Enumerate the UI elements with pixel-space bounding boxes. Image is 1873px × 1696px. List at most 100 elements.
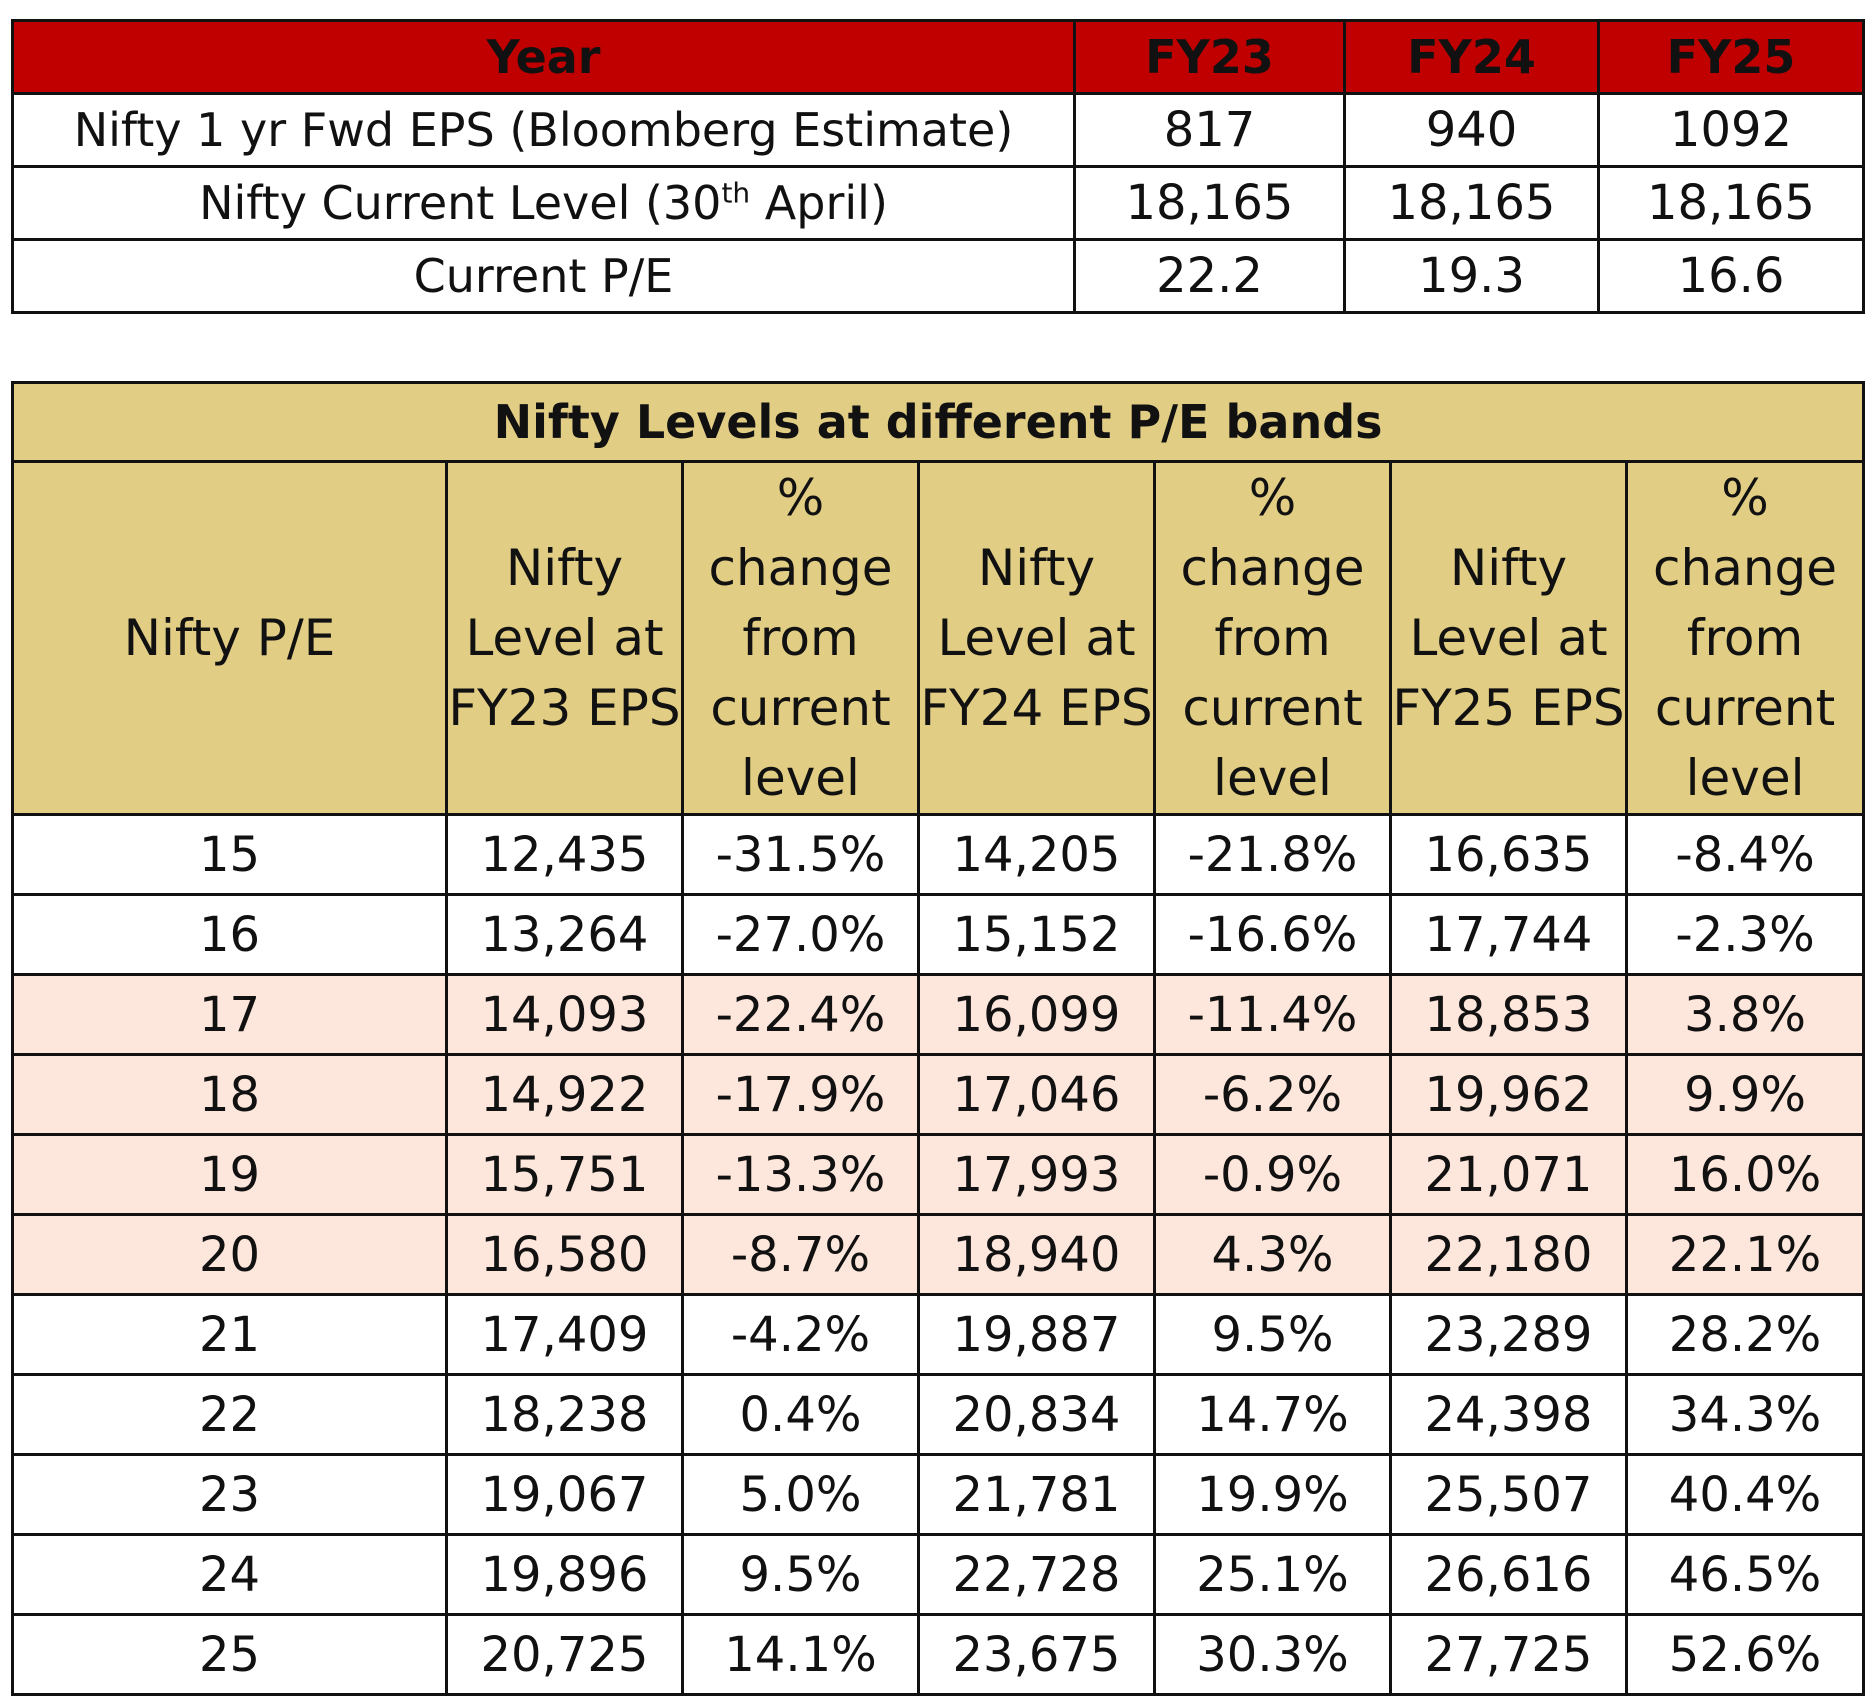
cell-level-fy24: 23,675 [917,1613,1156,1696]
pe-bands-table: Nifty Levels at different P/E bands Nift… [10,381,1866,1696]
cell-change-fy23: -17.9% [681,1053,920,1136]
column-header-change-fy24: % change from current level [1153,460,1392,816]
summary-current-level-label: Nifty Current Level (30th April) [11,165,1076,241]
cell-nifty-pe: 25 [11,1613,448,1696]
cell-level-fy24: 20,834 [917,1373,1156,1456]
cell-level-fy25: 23,289 [1389,1293,1628,1376]
cell-level-fy23: 12,435 [445,813,684,896]
cell-level-fy23: 16,580 [445,1213,684,1296]
cell-level-fy25: 27,725 [1389,1613,1628,1696]
cell-change-fy24: 30.3% [1153,1613,1392,1696]
cell-change-fy24: 9.5% [1153,1293,1392,1376]
table-row: 16 13,264 -27.0% 15,152 -16.6% 17,744 -2.3% [11,893,1866,976]
cell-change-fy25: 9.9% [1624,1053,1866,1136]
cell-level-fy24: 17,993 [917,1133,1156,1216]
cell-level-fy24: 21,781 [917,1453,1156,1536]
summary-current-level-label-sup: th [721,176,751,210]
cell-level-fy23: 20,725 [445,1613,684,1696]
summary-current-level-fy24: 18,165 [1343,165,1600,241]
summary-header-fy24: FY24 [1343,19,1600,95]
cell-change-fy25: 16.0% [1624,1133,1866,1216]
cell-change-fy24: -6.2% [1153,1053,1392,1136]
cell-nifty-pe: 22 [11,1373,448,1456]
cell-change-fy25: -8.4% [1624,813,1866,896]
cell-change-fy23: -27.0% [681,893,920,976]
table-row: 17 14,093 -22.4% 16,099 -11.4% 18,853 3.8% [11,973,1866,1056]
cell-nifty-pe: 19 [11,1133,448,1216]
cell-change-fy23: -31.5% [681,813,920,896]
cell-level-fy25: 22,180 [1389,1213,1628,1296]
summary-header-fy25: FY25 [1597,19,1865,95]
summary-row-current-pe: Current P/E 22.2 19.3 16.6 [11,238,1865,314]
cell-level-fy24: 18,940 [917,1213,1156,1296]
cell-change-fy25: 52.6% [1624,1613,1866,1696]
cell-level-fy25: 17,744 [1389,893,1628,976]
cell-level-fy25: 26,616 [1389,1533,1628,1616]
cell-level-fy23: 19,067 [445,1453,684,1536]
cell-change-fy25: -2.3% [1624,893,1866,976]
cell-level-fy24: 14,205 [917,813,1156,896]
pe-bands-title-row: Nifty Levels at different P/E bands [10,381,1866,463]
table-row: 18 14,922 -17.9% 17,046 -6.2% 19,962 9.9% [11,1053,1866,1136]
cell-change-fy24: -21.8% [1153,813,1392,896]
column-header-level-fy25: Nifty Level at FY25 EPS [1389,460,1628,816]
cell-level-fy23: 17,409 [445,1293,684,1376]
summary-eps-fy25: 1092 [1597,92,1865,168]
summary-header-fy23: FY23 [1073,19,1346,95]
pe-bands-title: Nifty Levels at different P/E bands [10,381,1866,463]
column-header-level-fy24: Nifty Level at FY24 EPS [917,460,1156,816]
cell-level-fy23: 14,922 [445,1053,684,1136]
summary-current-pe-fy24: 19.3 [1343,238,1600,314]
column-header-change-fy23: % change from current level [681,460,920,816]
summary-current-level-fy25: 18,165 [1597,165,1865,241]
table-row: 19 15,751 -13.3% 17,993 -0.9% 21,071 16.0% [11,1133,1866,1216]
table-row: 21 17,409 -4.2% 19,887 9.5% 23,289 28.2% [11,1293,1866,1376]
cell-level-fy24: 16,099 [917,973,1156,1056]
cell-level-fy25: 25,507 [1389,1453,1628,1536]
column-header-nifty-pe: Nifty P/E [11,460,448,816]
cell-level-fy24: 17,046 [917,1053,1156,1136]
column-header-level-fy23: Nifty Level at FY23 EPS [445,460,684,816]
cell-change-fy25: 34.3% [1624,1373,1866,1456]
cell-level-fy23: 18,238 [445,1373,684,1456]
cell-change-fy23: 14.1% [681,1613,920,1696]
pe-bands-column-header-row: Nifty P/E Nifty Level at FY23 EPS % chan… [11,460,1866,816]
cell-level-fy23: 14,093 [445,973,684,1056]
cell-change-fy24: -16.6% [1153,893,1392,976]
summary-header-year: Year [11,19,1076,95]
summary-current-level-label-post: April) [750,176,888,230]
cell-level-fy24: 22,728 [917,1533,1156,1616]
cell-change-fy23: -8.7% [681,1213,920,1296]
cell-level-fy24: 19,887 [917,1293,1156,1376]
cell-change-fy25: 28.2% [1624,1293,1866,1376]
cell-level-fy25: 21,071 [1389,1133,1628,1216]
table-row: 24 19,896 9.5% 22,728 25.1% 26,616 46.5% [11,1533,1866,1616]
cell-nifty-pe: 23 [11,1453,448,1536]
summary-eps-label: Nifty 1 yr Fwd EPS (Bloomberg Estimate) [11,92,1076,168]
cell-change-fy23: 9.5% [681,1533,920,1616]
cell-change-fy23: 0.4% [681,1373,920,1456]
cell-change-fy23: -22.4% [681,973,920,1056]
summary-eps-fy24: 940 [1343,92,1600,168]
cell-change-fy23: -13.3% [681,1133,920,1216]
cell-change-fy24: 14.7% [1153,1373,1392,1456]
cell-change-fy23: -4.2% [681,1293,920,1376]
cell-change-fy25: 46.5% [1624,1533,1866,1616]
summary-eps-fy23: 817 [1073,92,1346,168]
cell-nifty-pe: 18 [11,1053,448,1136]
cell-nifty-pe: 17 [11,973,448,1056]
summary-row-eps: Nifty 1 yr Fwd EPS (Bloomberg Estimate) … [11,92,1865,168]
cell-level-fy25: 18,853 [1389,973,1628,1056]
cell-nifty-pe: 20 [11,1213,448,1296]
table-row: 15 12,435 -31.5% 14,205 -21.8% 16,635 -8.4% [11,813,1866,896]
summary-current-level-fy23: 18,165 [1073,165,1346,241]
table-row: 22 18,238 0.4% 20,834 14.7% 24,398 34.3% [11,1373,1866,1456]
cell-change-fy24: 19.9% [1153,1453,1392,1536]
cell-level-fy23: 13,264 [445,893,684,976]
table-row: 23 19,067 5.0% 21,781 19.9% 25,507 40.4% [11,1453,1866,1536]
cell-change-fy24: 25.1% [1153,1533,1392,1616]
cell-change-fy25: 3.8% [1624,973,1866,1056]
cell-level-fy25: 24,398 [1389,1373,1628,1456]
summary-current-level-label-pre: Nifty Current Level (30 [199,176,722,230]
cell-nifty-pe: 24 [11,1533,448,1616]
